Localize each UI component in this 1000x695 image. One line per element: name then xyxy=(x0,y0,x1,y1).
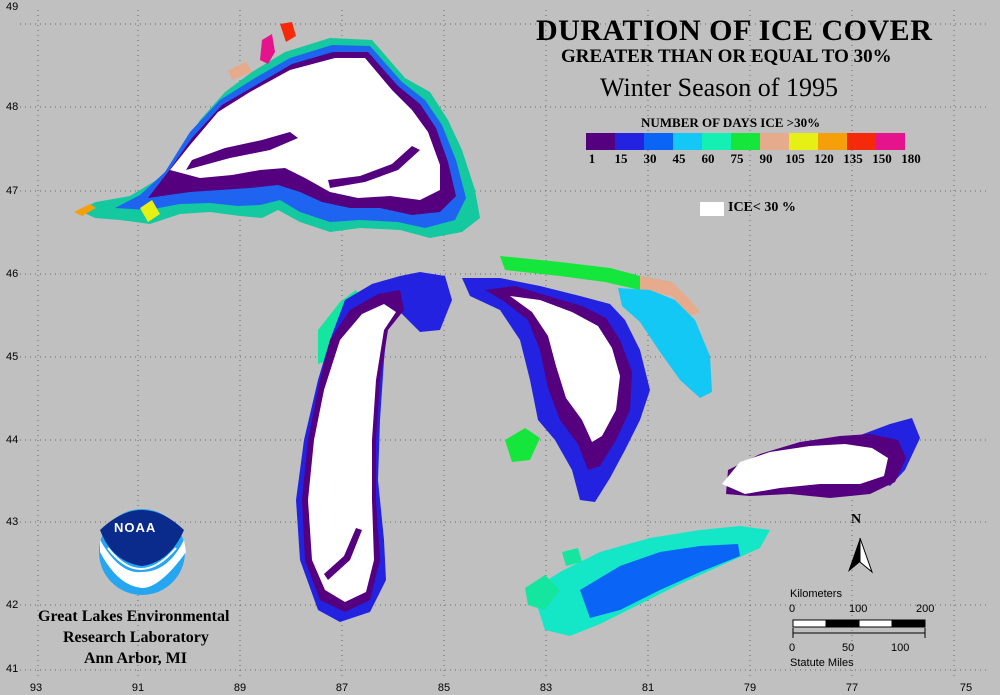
lake-huron xyxy=(462,278,712,502)
legend-swatch xyxy=(615,133,644,150)
legend-tick-label: 105 xyxy=(785,151,805,166)
legend-tick-label: 75 xyxy=(730,151,744,166)
legend-tick-label: 180 xyxy=(901,151,921,166)
superior-purple-streak xyxy=(186,132,298,170)
lon-label: 77 xyxy=(845,682,859,694)
map-subtitle: GREATER THAN OR EQUAL TO 30% xyxy=(561,46,892,67)
scale-km-title: Kilometers xyxy=(790,588,842,600)
erie-blue xyxy=(580,544,740,618)
superior-chequamegon xyxy=(140,200,160,222)
credit-line-2: Research Laboratory xyxy=(63,629,209,646)
credit-line-3: Ann Arbor, MI xyxy=(84,650,187,667)
lake-st-clair xyxy=(562,548,582,566)
lat-label: 49 xyxy=(6,1,19,13)
superior-ice-area xyxy=(170,58,440,200)
noaa-logo xyxy=(99,509,186,595)
legend-tick-label: 30 xyxy=(643,151,657,166)
superior-purple-streak-2 xyxy=(328,146,420,188)
map-title: DURATION OF ICE COVER xyxy=(536,14,933,47)
lat-label: 42 xyxy=(6,599,19,611)
lon-label: 93 xyxy=(29,682,43,694)
legend-swatch xyxy=(876,133,905,150)
legend-color-bar xyxy=(586,133,905,150)
legend-swatch xyxy=(818,133,847,150)
superior-northshore-tan xyxy=(228,62,252,80)
lon-label: 85 xyxy=(437,682,451,694)
lake-erie xyxy=(525,526,770,636)
michigan-ice-area xyxy=(308,304,396,602)
legend-tick-label: 120 xyxy=(814,151,834,166)
legend-swatch xyxy=(847,133,876,150)
ice-below-30-swatch xyxy=(700,202,724,216)
noaa-logo-text: NOAA xyxy=(114,520,157,535)
scale-mi-tick: 50 xyxy=(842,642,855,654)
scale-mi-tick: 0 xyxy=(789,642,796,654)
credit-line-1: Great Lakes Environmental xyxy=(38,608,230,625)
lon-label: 83 xyxy=(539,682,553,694)
legend-tick-label: 150 xyxy=(872,151,892,166)
lon-label: 91 xyxy=(131,682,145,694)
lat-label: 45 xyxy=(6,351,19,363)
lat-label: 43 xyxy=(6,516,19,528)
superior-nipigon-red xyxy=(280,22,296,42)
scale-km-tick: 100 xyxy=(849,603,868,615)
superior-nipigon-pink xyxy=(260,34,275,64)
scale-km-tick: 200 xyxy=(916,603,935,615)
legend-swatch xyxy=(760,133,789,150)
huron-saginaw-green xyxy=(505,428,540,462)
lon-label: 79 xyxy=(743,682,757,694)
north-arrow-icon xyxy=(848,537,874,574)
lake-superior xyxy=(74,22,480,238)
huron-ice-area xyxy=(510,296,620,442)
lat-label: 41 xyxy=(6,663,19,675)
legend-tick-label: 90 xyxy=(759,151,773,166)
scale-bar xyxy=(792,619,926,638)
lat-label: 46 xyxy=(6,268,19,280)
graticule xyxy=(20,10,990,680)
legend-swatch xyxy=(731,133,760,150)
legend-tick-label: 135 xyxy=(843,151,863,166)
ice-below-30-label: ICE< 30 % xyxy=(728,200,796,215)
lon-label: 89 xyxy=(233,682,247,694)
legend-swatch xyxy=(586,133,615,150)
scale-mi-title: Statute Miles xyxy=(790,657,854,669)
north-label: N xyxy=(851,512,862,527)
north-channel xyxy=(500,256,700,316)
lon-label: 81 xyxy=(641,682,655,694)
erie-west-green xyxy=(525,575,560,610)
lake-michigan xyxy=(296,272,452,622)
legend-tick-label: 60 xyxy=(701,151,715,166)
lon-label: 87 xyxy=(335,682,349,694)
legend-tick-label: 1 xyxy=(588,151,596,166)
legend-swatch xyxy=(673,133,702,150)
lat-label: 47 xyxy=(6,185,19,197)
legend-swatch xyxy=(702,133,731,150)
lat-label: 48 xyxy=(6,101,19,113)
legend-swatch xyxy=(644,133,673,150)
ontario-ice-area xyxy=(722,444,888,494)
michigan-south-streak xyxy=(324,528,362,580)
legend-tick-label: 45 xyxy=(672,151,686,166)
lon-label: 75 xyxy=(959,682,973,694)
huron-georgian-bay xyxy=(618,288,712,398)
lake-ontario xyxy=(722,418,920,498)
legend-title: NUMBER OF DAYS ICE >30% xyxy=(641,115,821,130)
lat-label: 44 xyxy=(6,434,19,446)
legend-swatch xyxy=(789,133,818,150)
season-label: Winter Season of 1995 xyxy=(600,73,838,102)
legend-tick-label: 15 xyxy=(614,151,628,166)
scale-km-tick: 0 xyxy=(789,603,796,615)
scale-mi-tick: 100 xyxy=(891,642,910,654)
superior-west-tip xyxy=(74,204,96,216)
